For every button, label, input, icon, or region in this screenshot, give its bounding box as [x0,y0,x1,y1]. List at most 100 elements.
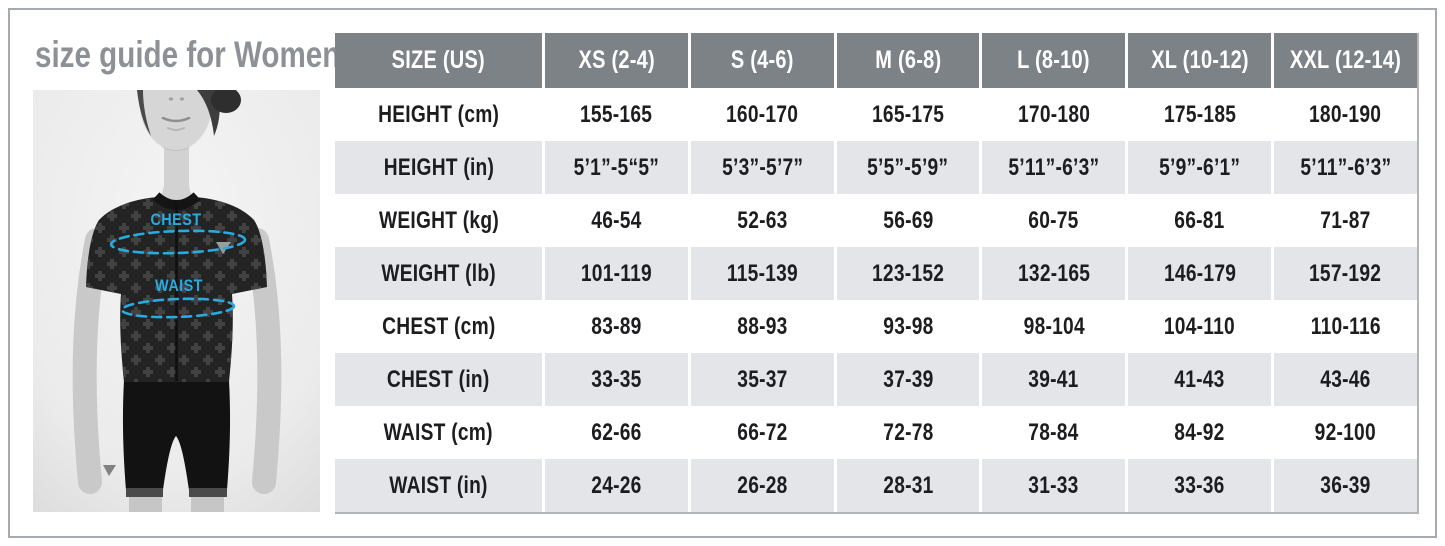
cell-text: 98-104 [1023,312,1085,340]
row-label-text: WAIST (cm) [383,418,494,446]
row-label-cell: HEIGHT (cm) [335,88,542,141]
table-cell: 62-66 [545,406,688,459]
page-title: size guide for Women [35,34,340,80]
row-label-cell: CHEST (in) [335,353,542,406]
header-cell-text: SIZE (US) [391,46,486,74]
header-cell-l: L (8-10) [982,33,1126,88]
table-cell: 83-89 [545,300,688,353]
cell-text: 41-43 [1174,365,1225,393]
table-row-weight-lb: WEIGHT (lb) 101-119 115-139 123-152 132-… [335,247,1417,300]
table-cell: 155-165 [545,88,688,141]
table-cell: 132-165 [982,247,1126,300]
row-label-cell: WEIGHT (lb) [335,247,542,300]
cell-text: 5’5”-5’9” [867,153,949,181]
table-cell: 180-190 [1274,88,1417,141]
table-cell: 46-54 [545,194,688,247]
cell-text: 165-175 [871,100,945,128]
table-cell: 28-31 [836,459,980,512]
table-cell: 123-152 [836,247,980,300]
table-cell: 5’1”-5“5” [545,141,688,194]
table-cell: 104-110 [1128,300,1272,353]
header-cell-size: SIZE (US) [335,33,542,88]
cell-text: 83-89 [591,312,642,340]
waist-measure-label: WAIST [155,276,203,295]
table-cell: 72-78 [836,406,980,459]
row-label-cell: WEIGHT (kg) [335,194,542,247]
cell-text: 5’9”-6’1” [1159,153,1241,181]
table-cell: 78-84 [982,406,1126,459]
table-cell: 165-175 [836,88,980,141]
table-cell: 26-28 [690,459,834,512]
table-cell: 115-139 [690,247,834,300]
cell-text: 170-180 [1017,100,1090,128]
table-cell: 160-170 [690,88,834,141]
table-cell: 66-81 [1128,194,1272,247]
row-label-text: WAIST (in) [389,471,488,499]
cell-text: 123-152 [871,259,945,287]
chest-measure-label: CHEST [150,210,202,229]
cell-text: 175-185 [1163,100,1236,128]
cell-text: 37-39 [882,365,934,393]
size-chart-table: SIZE (US) XS (2-4) S (4-6) M (6-8) L (8-… [335,33,1419,514]
cell-text: 52-63 [737,206,788,234]
cell-text: 39-41 [1028,365,1080,393]
cell-text: 31-33 [1028,471,1080,499]
cell-text: 66-81 [1174,206,1225,234]
table-cell: 37-39 [836,353,980,406]
table-cell: 33-35 [545,353,688,406]
cell-text: 110-116 [1310,312,1381,340]
cell-text: 35-37 [737,365,788,393]
table-cell: 170-180 [982,88,1126,141]
cell-text: 5’11”-6’3” [1008,153,1100,181]
row-label-cell: HEIGHT (in) [335,141,542,194]
cell-text: 78-84 [1028,418,1080,446]
header-cell-text: L (8-10) [1017,46,1091,74]
page-title-text: size guide for Women [35,34,341,75]
table-cell: 60-75 [982,194,1126,247]
header-cell-xxl: XXL (12-14) [1274,33,1417,88]
table-cell: 52-63 [690,194,834,247]
table-cell: 36-39 [1274,459,1417,512]
table-cell: 110-116 [1274,300,1417,353]
cell-text: 5’1”-5“5” [573,153,660,181]
table-cell: 35-37 [690,353,834,406]
table-cell: 5’5”-5’9” [836,141,980,194]
table-cell: 175-185 [1128,88,1272,141]
cell-text: 180-190 [1309,100,1382,128]
cell-text: 46-54 [591,206,642,234]
table-cell: 5’3”-5’7” [690,141,834,194]
table-cell: 33-36 [1128,459,1272,512]
table-cell: 146-179 [1128,247,1272,300]
cell-text: 157-192 [1309,259,1382,287]
header-cell-xl: XL (10-12) [1128,33,1272,88]
cell-text: 43-46 [1320,365,1371,393]
header-cell-text: XXL (12-14) [1289,46,1402,74]
table-cell: 5’11”-6’3” [982,141,1126,194]
cell-text: 5’3”-5’7” [721,153,803,181]
table-row-height-cm: HEIGHT (cm) 155-165 160-170 165-175 170-… [335,88,1417,141]
header-cell-m: M (6-8) [836,33,980,88]
table-row-weight-kg: WEIGHT (kg) 46-54 52-63 56-69 60-75 66-8… [335,194,1417,247]
table-cell: 24-26 [545,459,688,512]
cell-text: 84-92 [1174,418,1225,446]
table-row-waist-cm: WAIST (cm) 62-66 66-72 72-78 78-84 84-92… [335,406,1417,459]
header-cell-text: S (4-6) [730,46,794,74]
header-cell-text: XS (2-4) [578,46,655,74]
table-cell: 56-69 [836,194,980,247]
row-label-cell: WAIST (cm) [335,406,542,459]
table-cell: 43-46 [1274,353,1417,406]
cell-text: 71-87 [1320,206,1371,234]
cell-text: 155-165 [580,100,653,128]
table-cell: 93-98 [836,300,980,353]
row-label-text: WEIGHT (lb) [381,259,496,287]
model-figure-illustration [33,90,320,512]
cell-text: 92-100 [1314,418,1377,446]
row-label-text: WEIGHT (kg) [378,206,499,234]
row-label-text: CHEST (in) [387,365,490,393]
table-row-height-in: HEIGHT (in) 5’1”-5“5” 5’3”-5’7” 5’5”-5’9… [335,141,1417,194]
cell-text: 56-69 [882,206,934,234]
table-cell: 84-92 [1128,406,1272,459]
row-label-cell: WAIST (in) [335,459,542,512]
cell-text: 160-170 [726,100,799,128]
table-header-row: SIZE (US) XS (2-4) S (4-6) M (6-8) L (8-… [335,33,1417,88]
